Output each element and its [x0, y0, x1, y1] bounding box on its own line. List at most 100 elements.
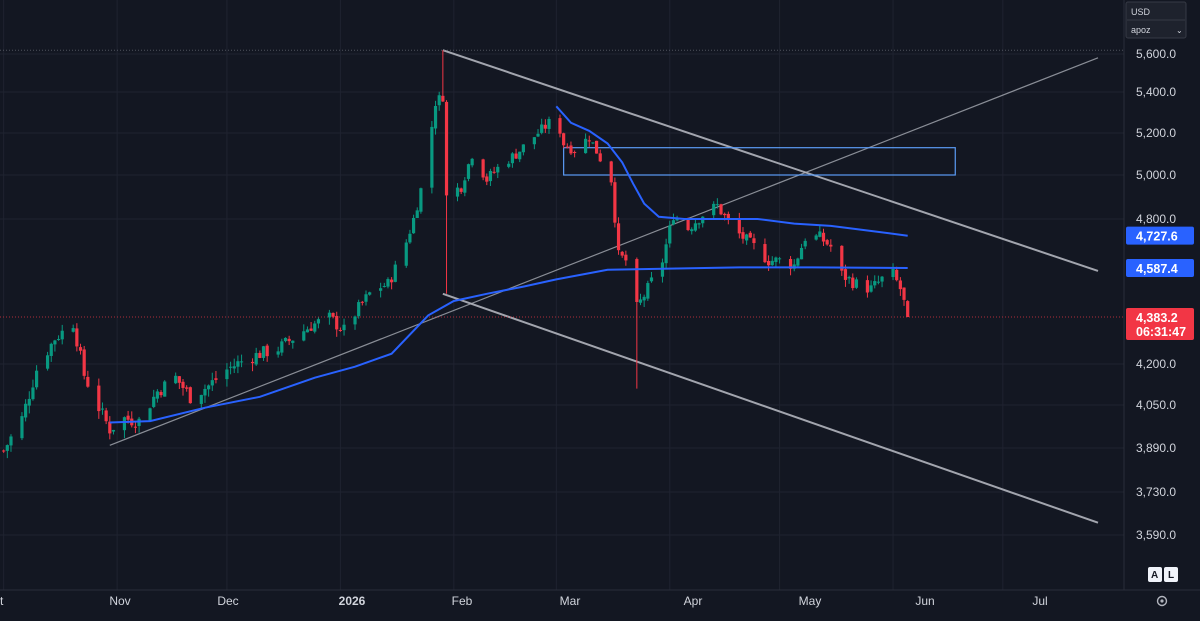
- candle-body: [276, 351, 280, 355]
- candle-body: [843, 269, 848, 280]
- candle-body: [379, 288, 383, 291]
- moving-average-line-1: [109, 266, 908, 424]
- candle-body: [518, 151, 522, 160]
- candle-body: [690, 229, 694, 232]
- auto-scale-button[interactable]: A: [1148, 567, 1162, 582]
- chevron-down-icon: ⌄: [1176, 26, 1183, 35]
- candle-body: [408, 233, 412, 243]
- candle: [777, 256, 782, 264]
- time-tick-label: 2026: [339, 594, 366, 608]
- price-axis[interactable]: 5,600.0 5,400.0 5,200.0 5,000.0 4,800.0 4,200…: [1136, 47, 1176, 542]
- candle-body: [693, 223, 697, 231]
- candle: [379, 282, 383, 298]
- candle: [49, 342, 53, 362]
- candle-body: [726, 213, 730, 220]
- candle-body: [265, 345, 269, 357]
- candle-body: [763, 244, 767, 263]
- candle-body: [393, 264, 397, 282]
- candle: [261, 345, 266, 361]
- candle: [485, 173, 489, 186]
- candle: [338, 327, 342, 332]
- candle: [31, 379, 35, 401]
- candle: [71, 324, 75, 333]
- candle-body: [188, 387, 192, 404]
- candle-body: [433, 106, 438, 129]
- candle-body: [902, 287, 906, 300]
- time-tick-label: Nov: [109, 594, 130, 608]
- candle-body: [283, 337, 288, 342]
- candle-body: [364, 294, 368, 302]
- currency-selector[interactable]: USD apoz ⌄: [1125, 1, 1187, 39]
- candle: [258, 350, 262, 359]
- trendline-1[interactable]: [442, 292, 1099, 524]
- candle: [898, 277, 902, 296]
- candle-body: [258, 352, 262, 358]
- settings-gear-icon[interactable]: [1156, 595, 1168, 607]
- candle-body: [82, 349, 86, 376]
- candle-body: [609, 161, 613, 183]
- candle: [712, 201, 716, 219]
- candle: [869, 280, 873, 293]
- time-tick-label: Jun: [915, 594, 934, 608]
- candle-body: [239, 361, 244, 363]
- candle-body: [880, 276, 884, 282]
- candle-body: [507, 163, 511, 167]
- candle-body: [31, 387, 35, 400]
- candle-body: [24, 403, 28, 418]
- candle: [774, 256, 778, 268]
- candle-body: [75, 328, 79, 347]
- candle-body: [829, 244, 833, 247]
- price-tick-label: 5,000.0: [1136, 168, 1176, 182]
- candle-body: [616, 223, 621, 251]
- candle: [327, 309, 331, 325]
- auto-scale-label: A: [1151, 570, 1158, 581]
- candle-body: [873, 281, 877, 286]
- candle: [2, 449, 6, 453]
- time-axis[interactable]: t Nov Dec 2026 Feb Mar Apr May Jun Jul: [0, 594, 1048, 608]
- price-tick-label: 4,200.0: [1136, 357, 1176, 371]
- candle-body: [594, 140, 599, 154]
- candle-body: [45, 355, 50, 369]
- ma-slow-badge-bg: [1126, 259, 1194, 277]
- ma-fast-badge: 4,727.6: [1126, 226, 1194, 245]
- candle: [876, 275, 880, 285]
- ma-fast-badge-value: 4,727.6: [1136, 230, 1178, 244]
- candle-body: [598, 153, 602, 162]
- candle: [313, 320, 317, 334]
- candle: [360, 300, 364, 306]
- log-scale-button[interactable]: L: [1164, 567, 1178, 582]
- candle-body: [840, 245, 844, 271]
- candle-body: [488, 171, 493, 182]
- candle-body: [163, 381, 167, 397]
- candle: [276, 346, 280, 358]
- candle: [393, 260, 397, 283]
- candle: [185, 385, 189, 392]
- candle: [97, 378, 101, 419]
- candle-body: [649, 277, 654, 282]
- trendline-2[interactable]: [109, 57, 1099, 446]
- candle: [847, 275, 851, 284]
- candle: [770, 256, 774, 266]
- zone-rectangle[interactable]: [563, 147, 956, 176]
- candle: [825, 238, 829, 246]
- candle-body: [214, 378, 218, 380]
- trendline-0[interactable]: [442, 49, 1099, 272]
- candle-body: [327, 312, 331, 318]
- candle-body: [620, 251, 624, 256]
- candle-body: [360, 301, 364, 303]
- candle: [613, 177, 617, 228]
- time-tick-label: t: [0, 594, 4, 608]
- candle-body: [799, 247, 804, 260]
- candle: [584, 133, 588, 154]
- candle-body: [752, 238, 756, 244]
- time-tick-label: May: [799, 594, 822, 608]
- candle: [906, 300, 910, 318]
- candle: [594, 140, 599, 154]
- candle: [873, 275, 877, 289]
- candle: [163, 380, 167, 397]
- candle-body: [78, 347, 83, 351]
- candle-body: [723, 213, 727, 216]
- candle: [521, 144, 525, 156]
